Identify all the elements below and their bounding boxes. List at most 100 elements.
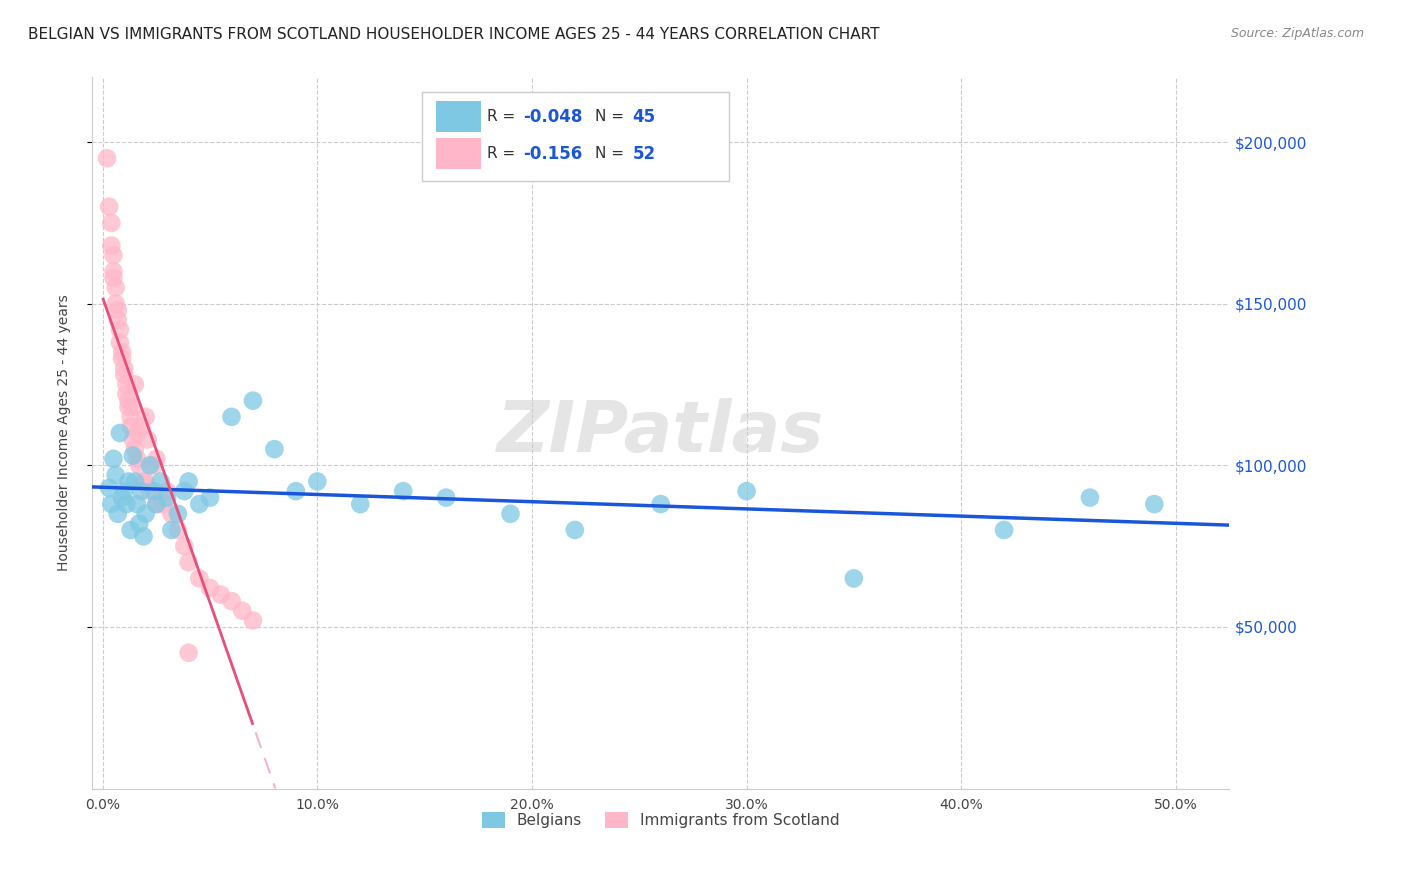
Point — [103, 264, 125, 278]
Text: 52: 52 — [633, 145, 655, 162]
FancyBboxPatch shape — [436, 138, 481, 169]
Point — [434, 491, 457, 505]
Point — [160, 507, 183, 521]
Point — [117, 400, 139, 414]
Point — [100, 497, 122, 511]
FancyBboxPatch shape — [422, 92, 728, 180]
Point — [177, 555, 200, 569]
Point — [132, 475, 155, 489]
Point — [735, 484, 758, 499]
Point — [499, 507, 522, 521]
Point — [108, 322, 131, 336]
Point — [103, 451, 125, 466]
Point — [209, 588, 232, 602]
Y-axis label: Householder Income Ages 25 - 44 years: Householder Income Ages 25 - 44 years — [58, 294, 72, 572]
Point — [107, 313, 129, 327]
Point — [128, 516, 150, 531]
Point — [124, 475, 146, 489]
Point — [120, 419, 142, 434]
Point — [128, 458, 150, 473]
Point — [98, 481, 121, 495]
Point — [139, 458, 162, 473]
Point — [115, 387, 138, 401]
Point — [842, 571, 865, 585]
Point — [100, 216, 122, 230]
Point — [307, 475, 329, 489]
Point — [121, 433, 143, 447]
Point — [108, 335, 131, 350]
Point — [104, 468, 127, 483]
Point — [115, 497, 138, 511]
Point — [136, 433, 159, 447]
Point — [111, 345, 134, 359]
Point — [231, 604, 253, 618]
Text: R =: R = — [486, 109, 520, 124]
Point — [104, 280, 127, 294]
Point — [103, 270, 125, 285]
Point — [131, 484, 153, 499]
Point — [143, 484, 166, 499]
Text: BELGIAN VS IMMIGRANTS FROM SCOTLAND HOUSEHOLDER INCOME AGES 25 - 44 YEARS CORREL: BELGIAN VS IMMIGRANTS FROM SCOTLAND HOUS… — [28, 27, 880, 42]
Point — [284, 484, 307, 499]
Point — [564, 523, 586, 537]
Point — [221, 594, 243, 608]
Point — [152, 497, 174, 511]
Point — [145, 451, 167, 466]
Point — [125, 451, 148, 466]
Text: -0.156: -0.156 — [523, 145, 582, 162]
Point — [149, 475, 172, 489]
Point — [124, 442, 146, 457]
Point — [177, 646, 200, 660]
Point — [177, 475, 200, 489]
Text: -0.048: -0.048 — [523, 108, 582, 126]
Point — [1078, 491, 1101, 505]
Point — [349, 497, 371, 511]
Point — [121, 449, 143, 463]
Point — [117, 393, 139, 408]
Point — [242, 393, 264, 408]
Text: N =: N = — [595, 146, 628, 161]
Point — [111, 351, 134, 366]
Text: N =: N = — [595, 109, 628, 124]
Point — [166, 507, 188, 521]
Point — [143, 458, 166, 473]
Point — [112, 361, 135, 376]
Point — [135, 475, 157, 489]
Point — [166, 523, 188, 537]
Point — [107, 507, 129, 521]
Point — [650, 497, 672, 511]
Text: R =: R = — [486, 146, 520, 161]
Point — [120, 523, 142, 537]
Point — [993, 523, 1015, 537]
Point — [107, 303, 129, 318]
Point — [103, 248, 125, 262]
Point — [145, 497, 167, 511]
Point — [125, 497, 148, 511]
Point — [156, 484, 179, 499]
FancyBboxPatch shape — [436, 102, 481, 132]
Point — [242, 614, 264, 628]
Point — [145, 497, 167, 511]
Point — [121, 400, 143, 414]
Point — [132, 529, 155, 543]
Point — [221, 409, 243, 424]
Point — [117, 475, 139, 489]
Point — [1143, 497, 1166, 511]
Point — [392, 484, 415, 499]
Point — [173, 539, 195, 553]
Point — [173, 484, 195, 499]
Point — [104, 296, 127, 310]
Point — [198, 491, 221, 505]
Point — [115, 377, 138, 392]
Point — [188, 497, 211, 511]
Point — [135, 409, 157, 424]
Legend: Belgians, Immigrants from Scotland: Belgians, Immigrants from Scotland — [475, 806, 846, 834]
Point — [263, 442, 285, 457]
Point — [125, 425, 148, 440]
Point — [112, 484, 135, 499]
Point — [131, 419, 153, 434]
Text: ZIPatlas: ZIPatlas — [498, 399, 824, 467]
Text: 45: 45 — [633, 108, 655, 126]
Point — [111, 491, 134, 505]
Point — [188, 571, 211, 585]
